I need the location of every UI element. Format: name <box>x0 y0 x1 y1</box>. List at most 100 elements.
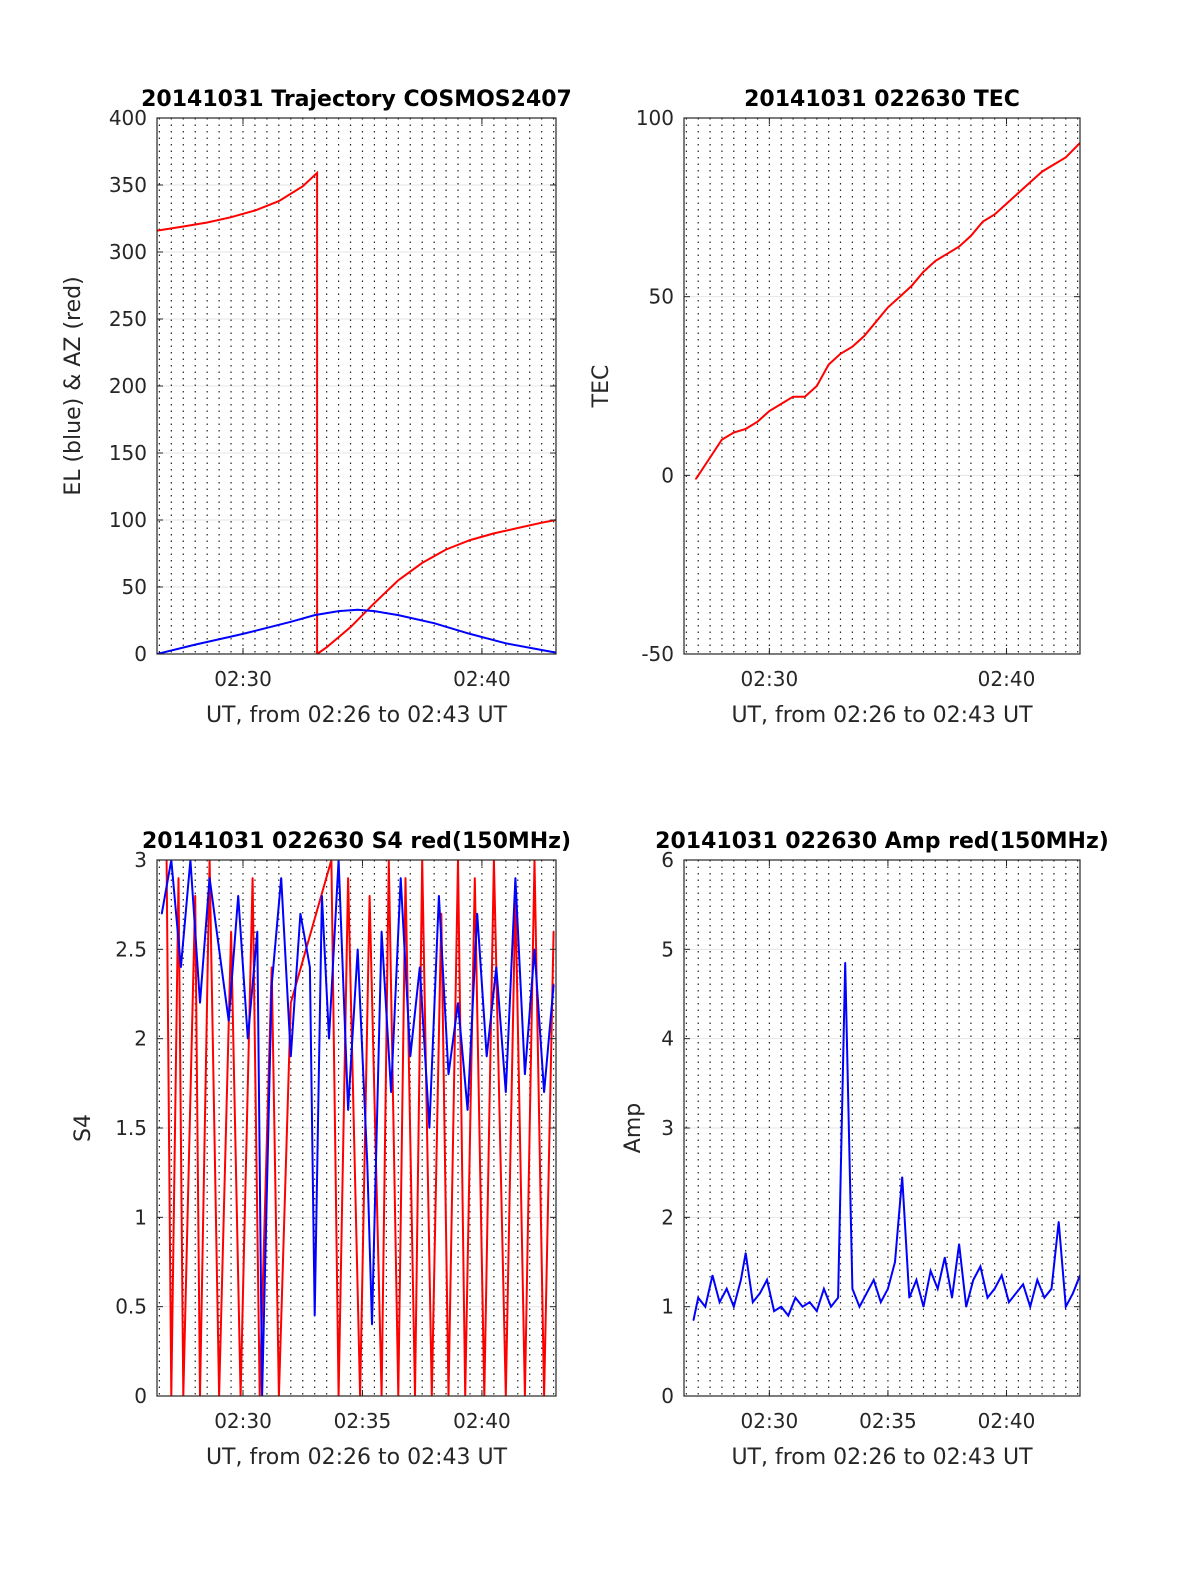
data-point <box>278 200 280 202</box>
data-point <box>1036 1279 1039 1281</box>
data-point <box>965 1305 967 1308</box>
y-tick-label: 0 <box>661 1384 674 1408</box>
data-point <box>495 966 498 968</box>
data-point <box>208 877 211 879</box>
y-tick-label: -50 <box>641 642 674 666</box>
data-point <box>993 1288 996 1290</box>
data-point <box>711 1274 714 1277</box>
y-tick-label: 50 <box>649 285 674 309</box>
data-point <box>844 961 847 964</box>
y-tick-label: 2 <box>134 1027 147 1051</box>
y-tick-label: 1 <box>661 1295 674 1319</box>
y-tick-label: 0 <box>661 463 674 487</box>
data-point <box>440 912 443 915</box>
x-axis-label: UT, from 02:26 to 02:43 UT <box>731 1445 1033 1470</box>
plot-area <box>692 961 1080 1321</box>
data-point <box>399 877 402 879</box>
data-point <box>1022 1283 1024 1286</box>
data-point <box>922 270 925 273</box>
y-tick-label: 150 <box>109 441 147 465</box>
data-point <box>863 335 866 337</box>
data-point <box>929 1270 932 1272</box>
data-point <box>313 614 316 616</box>
y-tick-label: 400 <box>109 106 147 130</box>
x-axis-label: UT, from 02:26 to 02:43 UT <box>206 703 508 728</box>
data-point <box>887 306 889 309</box>
x-tick-label: 02:35 <box>859 1409 917 1433</box>
data-point <box>316 172 318 174</box>
x-tick-label: 02:30 <box>214 667 272 691</box>
data-point <box>177 877 180 879</box>
data-point <box>289 621 292 623</box>
data-point <box>970 235 972 237</box>
data-point <box>815 385 818 387</box>
y-tick-label: 0.5 <box>115 1295 147 1319</box>
data-point <box>744 1252 747 1254</box>
data-point <box>695 478 697 480</box>
data-point <box>851 1288 854 1290</box>
y-tick-label: 6 <box>661 848 674 872</box>
data-point <box>958 245 960 248</box>
data-point <box>368 894 371 897</box>
data-point <box>199 1002 201 1004</box>
data-point <box>1029 181 1032 184</box>
data-point <box>380 930 383 933</box>
data-point <box>801 1305 804 1308</box>
data-point <box>1029 1305 1032 1308</box>
data-point <box>347 877 349 879</box>
data-point <box>301 185 304 188</box>
data-point <box>993 213 996 216</box>
data-point <box>910 285 913 287</box>
y-tick-label: 3 <box>661 1116 674 1140</box>
data-point <box>981 220 984 223</box>
data-point <box>337 610 340 612</box>
data-point <box>780 403 783 405</box>
y-tick-label: 0 <box>134 642 147 666</box>
x-tick-label: 02:35 <box>334 1409 392 1433</box>
data-point <box>804 395 806 398</box>
data-point <box>242 633 244 635</box>
data-point <box>256 930 259 933</box>
data-point <box>704 1305 707 1308</box>
data-point <box>721 438 723 441</box>
data-point <box>524 1073 526 1076</box>
y-tick-label: 2.5 <box>115 937 147 961</box>
data-point <box>289 1002 292 1004</box>
data-point <box>709 456 711 459</box>
y-tick-label: 300 <box>109 240 147 264</box>
data-point <box>514 877 517 879</box>
data-point <box>858 1305 861 1308</box>
data-point <box>280 877 283 879</box>
data-point <box>516 527 519 529</box>
data-point <box>979 1265 982 1268</box>
data-point <box>230 930 232 933</box>
data-point <box>421 562 424 564</box>
data-point <box>1053 163 1055 166</box>
data-point <box>457 1002 459 1004</box>
data-point <box>1064 1305 1067 1308</box>
data-point <box>827 363 830 366</box>
data-point <box>289 1055 292 1058</box>
y-tick-label: 1 <box>134 1205 147 1229</box>
data-point <box>773 1310 775 1312</box>
data-point <box>697 1296 700 1299</box>
data-point <box>404 877 407 879</box>
data-point <box>552 930 555 933</box>
data-point <box>972 1279 975 1281</box>
data-point <box>986 1296 989 1299</box>
data-point <box>182 225 185 228</box>
axes-box <box>683 117 1081 655</box>
data-point <box>1017 192 1020 194</box>
x-tick-label: 02:30 <box>214 1409 272 1433</box>
data-point <box>469 633 471 635</box>
chart-title: 20141031 022630 TEC <box>744 87 1020 112</box>
data-point <box>533 948 536 951</box>
data-point <box>194 894 197 897</box>
data-point <box>325 646 328 649</box>
y-tick-label: 200 <box>109 374 147 398</box>
data-point <box>447 1073 450 1076</box>
data-point <box>946 252 949 255</box>
y-axis-label: EL (blue) & AZ (red) <box>61 276 86 495</box>
data-point <box>347 1109 349 1111</box>
data-point <box>1041 170 1043 173</box>
